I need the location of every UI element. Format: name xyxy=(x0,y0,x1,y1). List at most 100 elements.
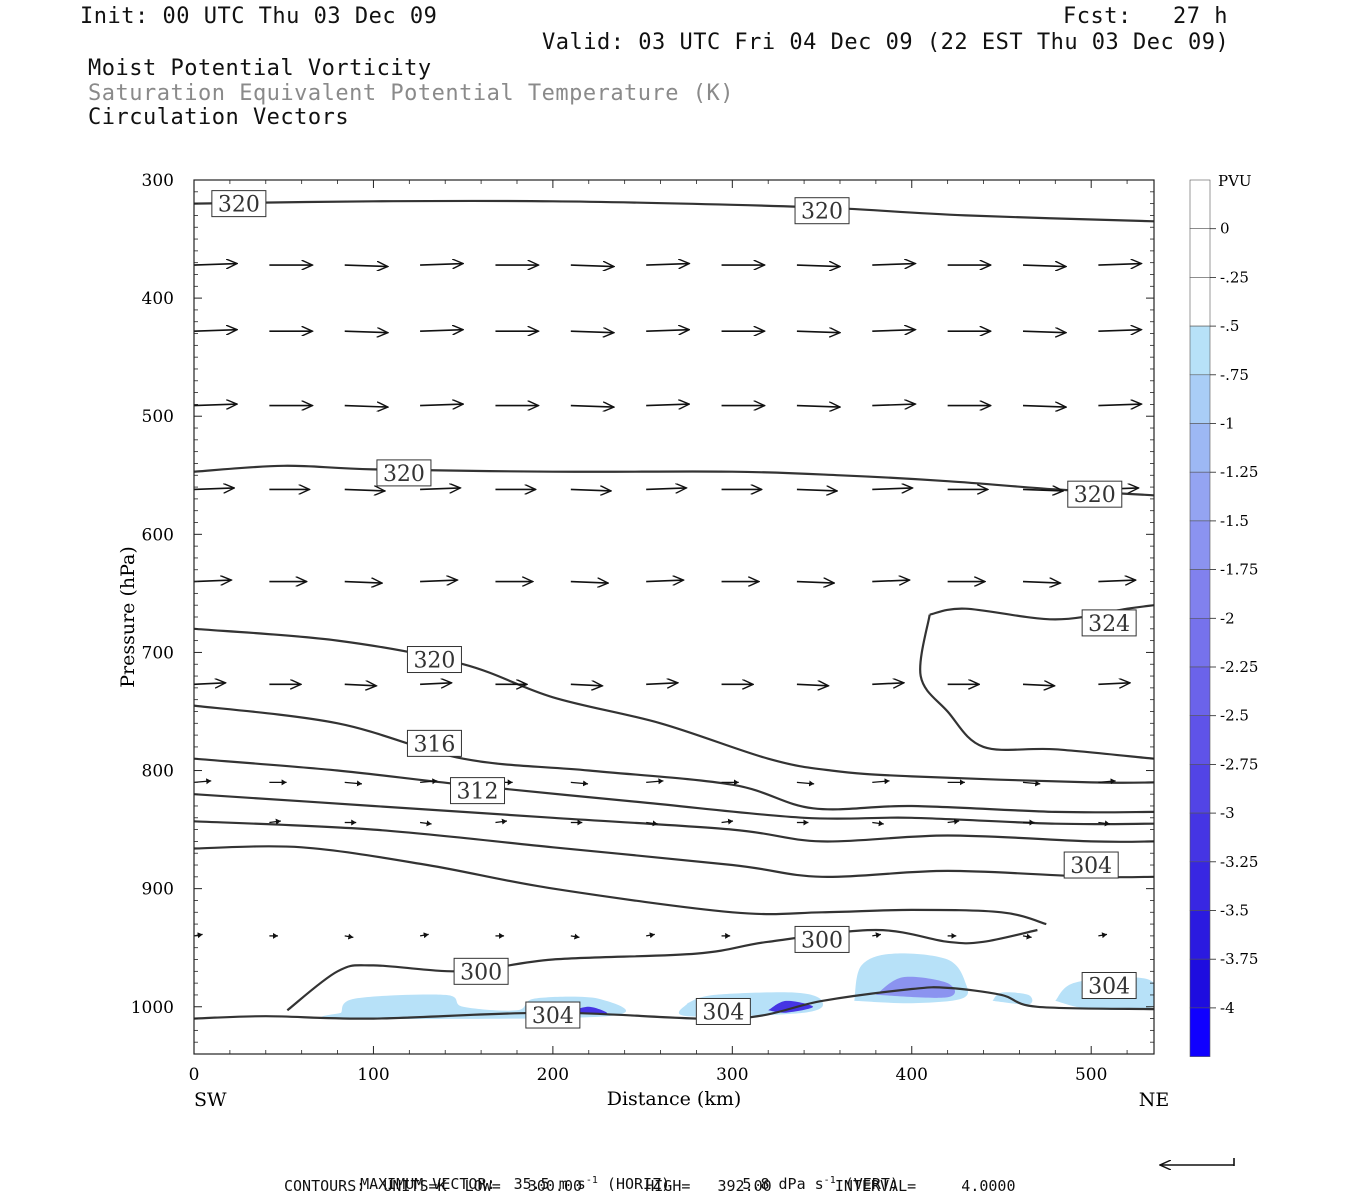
y-tick-label: 700 xyxy=(142,643,174,663)
vector-arrow xyxy=(570,406,614,408)
x-tick-label: 200 xyxy=(537,1065,569,1085)
x-axis-label: Distance (km) xyxy=(607,1088,742,1110)
contour-label-4: 320 xyxy=(406,646,462,674)
colorbar-cell xyxy=(1189,617,1211,668)
colorbar-label: -.25 xyxy=(1220,268,1249,286)
valid-time: Valid: 03 UTC Fri 04 Dec 09 (22 EST Thu … xyxy=(542,30,1230,55)
vector-arrow xyxy=(1022,265,1066,267)
svg-text:324: 324 xyxy=(1088,612,1130,637)
colorbar-cell xyxy=(1189,423,1211,473)
max-vector-line: MAXIMUM VECTOR: 35.5 m s-1 (HORIZ) 5.8 d… xyxy=(342,1157,899,1193)
reference-vector-icon xyxy=(1160,1158,1235,1166)
vector-arrow xyxy=(570,780,589,787)
vector-arrow xyxy=(420,820,432,827)
ne-label: NE xyxy=(1139,1089,1170,1111)
vector-arrow xyxy=(344,684,377,686)
vector-arrow xyxy=(420,264,463,266)
y-tick-label: 600 xyxy=(142,525,174,545)
vector-arrow xyxy=(570,265,614,267)
contour-label-9: 300 xyxy=(453,957,509,985)
vector-arrow xyxy=(194,683,226,685)
svg-text:304: 304 xyxy=(532,1004,574,1029)
contour-324-9 xyxy=(929,604,1154,621)
colorbar-label: -2.5 xyxy=(1220,707,1249,725)
vector-arrow xyxy=(872,330,915,332)
colorbar-cell xyxy=(1189,471,1211,522)
y-axis-label: Pressure (hPa) xyxy=(117,546,139,688)
contour-320-1 xyxy=(194,464,1154,497)
colorbar-cell xyxy=(1189,277,1211,327)
svg-text:316: 316 xyxy=(413,732,455,757)
vector-arrow xyxy=(646,580,683,582)
vector-arrow xyxy=(872,683,904,685)
vector-arrow xyxy=(646,820,658,827)
max-vector-label: MAXIMUM VECTOR: xyxy=(360,1175,496,1193)
contour-300-8 xyxy=(286,928,1038,1012)
svg-text:300: 300 xyxy=(801,928,843,953)
vector-arrow xyxy=(344,780,363,787)
vector-arrow xyxy=(872,820,884,827)
vector-arrow xyxy=(420,330,463,332)
y-tick-label: 500 xyxy=(142,407,174,427)
colorbar-cell xyxy=(1189,958,1211,1009)
svg-text:304: 304 xyxy=(1070,854,1112,879)
contour-320-0 xyxy=(194,199,1154,223)
vector-arrow xyxy=(344,331,388,333)
forecast-hour: Fcst: 27 h xyxy=(1063,4,1228,29)
plot-frame xyxy=(193,179,1155,1055)
y-tick-label: 400 xyxy=(142,289,174,309)
vector-arrow xyxy=(796,489,837,491)
max-horiz-unit: (HORIZ) xyxy=(606,1175,671,1193)
vector-arrow xyxy=(570,331,614,333)
x-tick-label: 100 xyxy=(357,1065,389,1085)
contour-324-10 xyxy=(919,614,1154,760)
vector-arrow xyxy=(1022,933,1032,940)
vector-arrow xyxy=(1098,580,1135,582)
vector-arrow xyxy=(872,778,890,785)
vector-arrow xyxy=(194,488,234,490)
svg-text:304: 304 xyxy=(702,1000,744,1025)
vector-arrow xyxy=(570,489,611,491)
colorbar-label: -3.25 xyxy=(1220,853,1258,871)
vector-arrow xyxy=(1098,404,1141,406)
vector-arrow xyxy=(1098,778,1116,785)
vector-arrow xyxy=(570,582,608,584)
vector-arrow xyxy=(420,404,463,406)
colorbar-cell xyxy=(1189,179,1211,230)
vector-arrow xyxy=(1098,820,1110,827)
contour-304-7 xyxy=(194,845,1047,926)
init-time: Init: 00 UTC Thu 03 Dec 09 xyxy=(80,4,438,29)
colorbar-label: -1.75 xyxy=(1220,561,1258,579)
svg-text:320: 320 xyxy=(383,462,425,487)
max-vert-exp: -1 xyxy=(823,1175,836,1186)
vector-arrow xyxy=(872,264,915,266)
colorbar-cell xyxy=(1189,1007,1211,1057)
colorbar-label: -3 xyxy=(1220,804,1235,822)
contour-label-3: 320 xyxy=(1067,480,1123,508)
vector-arrow xyxy=(1022,780,1041,787)
vector-arrow xyxy=(796,406,840,408)
title-theta-es: Saturation Equivalent Potential Temperat… xyxy=(88,81,735,106)
vector-arrow xyxy=(420,683,452,685)
y-tick-label: 1000 xyxy=(131,998,174,1018)
vector-arrow xyxy=(872,488,912,490)
vector-arrow xyxy=(419,932,429,939)
vector-arrow xyxy=(420,488,460,490)
svg-text:312: 312 xyxy=(457,780,499,805)
vector-arrow xyxy=(1022,684,1055,686)
contour-label-6: 312 xyxy=(450,777,506,805)
colorbar-label: -2.25 xyxy=(1220,658,1258,676)
contour-label-13: 304 xyxy=(1081,971,1137,999)
colorbar-cell xyxy=(1189,715,1211,765)
vector-arrow xyxy=(344,582,382,584)
contour-316-3 xyxy=(194,704,1154,814)
y-tick-label: 800 xyxy=(142,762,174,782)
contour-label-5: 316 xyxy=(406,729,462,757)
pv-shade-region-6 xyxy=(768,1000,814,1013)
max-horiz-value: 35.5 m s xyxy=(513,1175,586,1193)
vector-arrow xyxy=(420,778,438,785)
vector-arrow xyxy=(646,404,689,406)
vector-arrow xyxy=(1022,331,1066,333)
svg-text:320: 320 xyxy=(1074,483,1116,508)
